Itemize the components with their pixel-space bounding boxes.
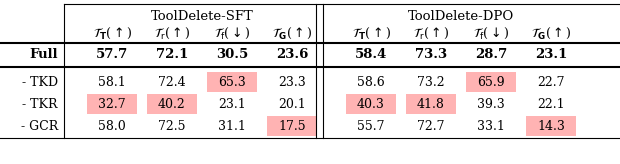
Text: 57.7: 57.7 (96, 49, 128, 62)
Text: 72.4: 72.4 (158, 75, 186, 89)
Text: 17.5: 17.5 (278, 120, 306, 133)
Text: 58.4: 58.4 (355, 49, 387, 62)
Text: 39.3: 39.3 (477, 98, 505, 111)
Text: 23.3: 23.3 (278, 75, 306, 89)
Text: 22.7: 22.7 (538, 75, 565, 89)
Text: 30.5: 30.5 (216, 49, 248, 62)
Text: 22.1: 22.1 (537, 98, 565, 111)
Text: 58.0: 58.0 (98, 120, 126, 133)
Text: 28.7: 28.7 (475, 49, 507, 62)
Text: 40.2: 40.2 (158, 98, 186, 111)
Text: - TKR: - TKR (22, 98, 58, 111)
Bar (87, 94, 137, 114)
Text: 23.6: 23.6 (276, 49, 308, 62)
Text: 65.9: 65.9 (477, 75, 505, 89)
Text: 23.1: 23.1 (218, 98, 246, 111)
Bar (147, 94, 197, 114)
Text: $\mathcal{T}_{\mathbf{G}}$($\uparrow$): $\mathcal{T}_{\mathbf{G}}$($\uparrow$) (531, 25, 571, 41)
Text: ToolDelete-DPO: ToolDelete-DPO (408, 10, 514, 22)
Text: 72.5: 72.5 (158, 120, 186, 133)
Bar (346, 94, 396, 114)
Text: 65.3: 65.3 (218, 75, 246, 89)
Text: $\mathcal{T}_{\mathrm{f}}$($\downarrow$): $\mathcal{T}_{\mathrm{f}}$($\downarrow$) (214, 25, 250, 41)
Text: 40.3: 40.3 (357, 98, 385, 111)
Text: 73.2: 73.2 (417, 75, 445, 89)
Bar (267, 116, 317, 136)
Text: 72.7: 72.7 (417, 120, 445, 133)
Bar (207, 72, 257, 92)
Text: $\mathcal{T}_{\mathbf{G}}$($\uparrow$): $\mathcal{T}_{\mathbf{G}}$($\uparrow$) (272, 25, 312, 41)
Text: $\mathcal{T}_{\mathrm{f}}$($\downarrow$): $\mathcal{T}_{\mathrm{f}}$($\downarrow$) (473, 25, 509, 41)
Text: 31.1: 31.1 (218, 120, 246, 133)
Text: 20.1: 20.1 (278, 98, 306, 111)
Text: $\mathcal{T}_{\mathrm{r}}$($\uparrow$): $\mathcal{T}_{\mathrm{r}}$($\uparrow$) (413, 25, 450, 41)
Text: 73.3: 73.3 (415, 49, 447, 62)
Text: $\mathcal{T}_{\mathrm{r}}$($\uparrow$): $\mathcal{T}_{\mathrm{r}}$($\uparrow$) (154, 25, 190, 41)
Text: 32.7: 32.7 (98, 98, 126, 111)
Text: 55.7: 55.7 (357, 120, 385, 133)
Text: 41.8: 41.8 (417, 98, 445, 111)
Bar (466, 72, 516, 92)
Text: Full: Full (29, 49, 58, 62)
Text: ToolDelete-SFT: ToolDelete-SFT (151, 10, 254, 22)
Text: $\mathcal{T}_{\mathbf{T}}$($\uparrow$): $\mathcal{T}_{\mathbf{T}}$($\uparrow$) (92, 25, 131, 41)
Text: 58.6: 58.6 (357, 75, 385, 89)
Text: 14.3: 14.3 (537, 120, 565, 133)
Text: - GCR: - GCR (20, 120, 58, 133)
Text: 23.1: 23.1 (535, 49, 567, 62)
Text: $\mathcal{T}_{\mathbf{T}}$($\uparrow$): $\mathcal{T}_{\mathbf{T}}$($\uparrow$) (352, 25, 391, 41)
Text: 72.1: 72.1 (156, 49, 188, 62)
Text: - TKD: - TKD (22, 75, 58, 89)
Bar (406, 94, 456, 114)
Text: 33.1: 33.1 (477, 120, 505, 133)
Text: 58.1: 58.1 (98, 75, 126, 89)
Bar (526, 116, 576, 136)
